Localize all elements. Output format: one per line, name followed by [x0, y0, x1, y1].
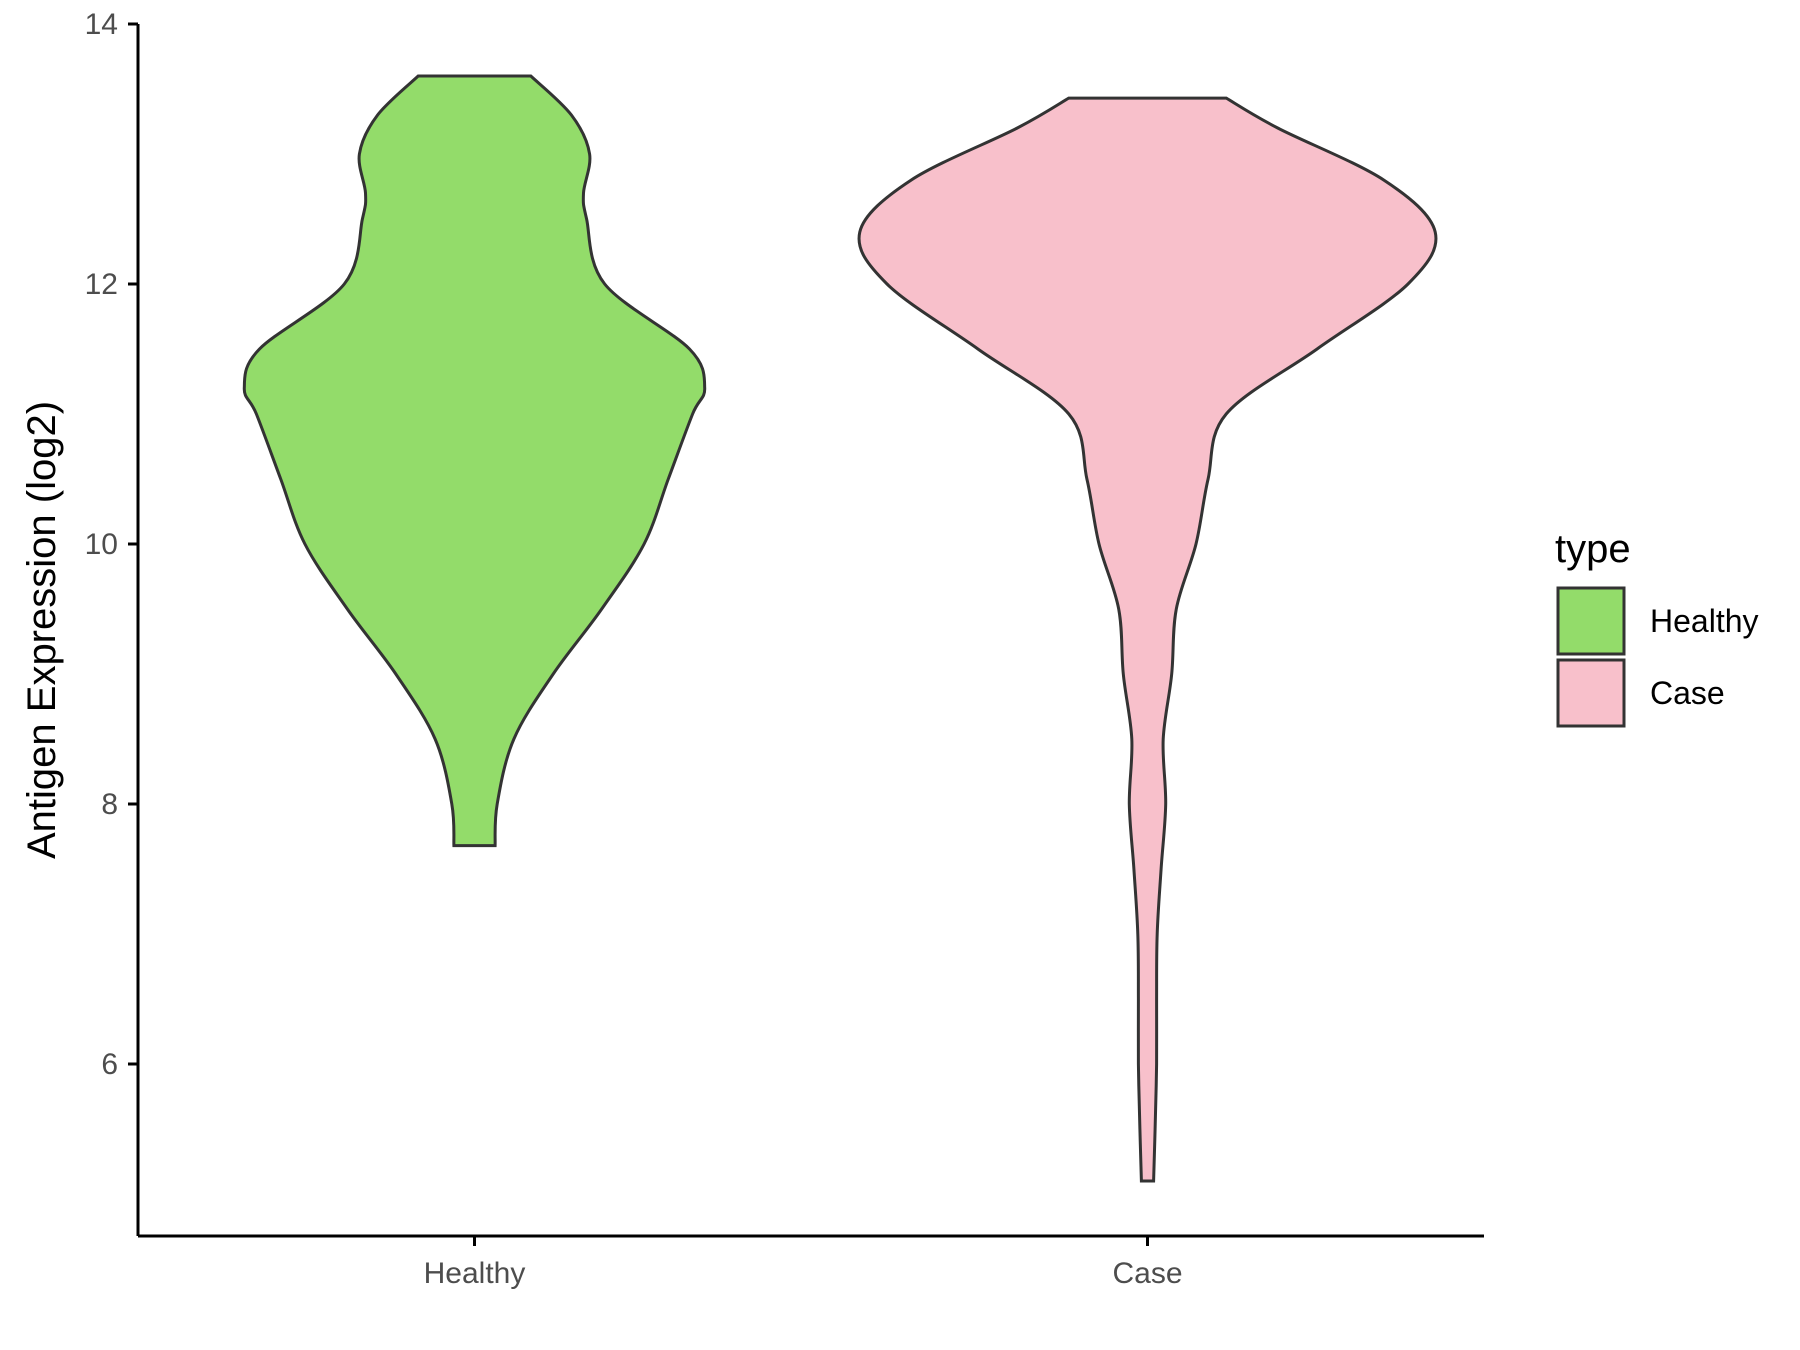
violin-case: [857, 96, 1438, 1183]
y-tick-label: 10: [85, 528, 118, 561]
legend-title: type: [1555, 527, 1631, 571]
legend-label-case: Case: [1650, 675, 1725, 711]
legend-key-healthy: [1556, 586, 1626, 656]
x-tick-label: Healthy: [424, 1257, 526, 1290]
y-tick-label: 12: [85, 268, 118, 301]
y-tick-label: 14: [85, 8, 118, 41]
legend-label-healthy: Healthy: [1650, 603, 1759, 639]
x-tick-label: Case: [1112, 1257, 1182, 1290]
y-ticks: 6 8 10 12 14: [85, 8, 138, 1081]
plot-area: [242, 74, 1438, 1183]
legend: type Healthy Case: [1555, 527, 1759, 728]
legend-entries: Healthy Case: [1556, 586, 1759, 728]
x-ticks: Healthy Case: [424, 1236, 1183, 1290]
y-tick-label: 6: [101, 1048, 118, 1081]
y-axis-title: Antigen Expression (log2): [20, 401, 64, 859]
legend-key-case: [1556, 658, 1626, 728]
violin-healthy: [242, 74, 707, 848]
y-tick-label: 8: [101, 788, 118, 821]
axes: [136, 24, 1484, 1238]
